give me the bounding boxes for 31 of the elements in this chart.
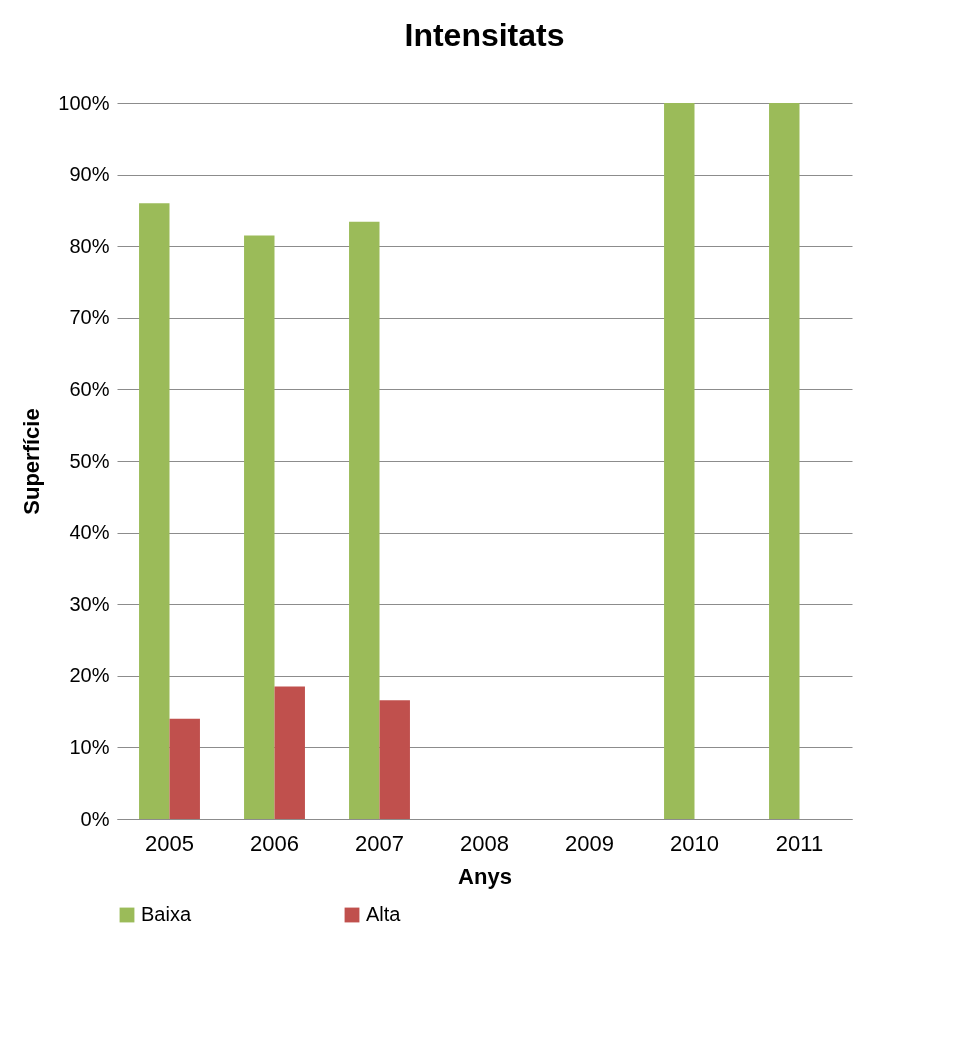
y-tick-label: 20% — [69, 664, 110, 687]
y-tick-label: 70% — [69, 306, 110, 329]
y-tick-label: 100% — [58, 91, 110, 114]
x-tick-label: 2005 — [145, 830, 194, 856]
legend-label: Baixa — [141, 903, 192, 925]
chart-title: Intensitats — [404, 17, 565, 53]
x-tick-label: 2006 — [250, 830, 299, 856]
y-tick-label: 30% — [69, 592, 110, 615]
bar — [274, 686, 305, 819]
bar — [664, 103, 695, 819]
x-tick-label: 2009 — [565, 830, 614, 856]
y-tick-label: 60% — [69, 377, 110, 400]
x-tick-label: 2011 — [775, 830, 824, 856]
y-tick-label: 90% — [69, 163, 110, 186]
x-tick-label: 2008 — [460, 830, 509, 856]
y-tick-label: 40% — [69, 521, 110, 544]
y-tick-label: 80% — [69, 234, 110, 257]
bar — [244, 235, 275, 819]
y-tick-label: 0% — [80, 807, 110, 830]
x-tick-label: 2010 — [670, 830, 719, 856]
legend-label: Alta — [366, 903, 402, 925]
bar — [379, 700, 410, 819]
bar — [349, 221, 380, 819]
bar — [139, 203, 170, 819]
y-axis-title: Superfície — [19, 408, 45, 515]
x-tick-label: 2007 — [355, 830, 404, 856]
y-tick-label: 50% — [69, 449, 110, 472]
x-axis-title: Anys — [458, 863, 512, 889]
bar — [769, 103, 800, 819]
bar — [169, 718, 200, 819]
y-tick-label: 10% — [69, 735, 110, 758]
